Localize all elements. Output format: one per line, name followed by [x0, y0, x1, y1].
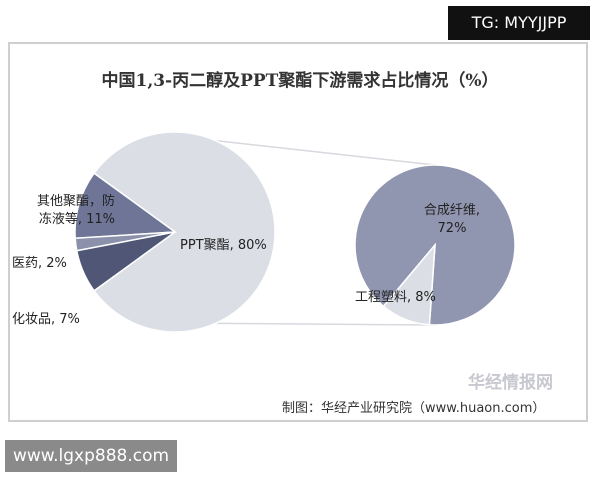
pie-slice [74, 172, 178, 240]
connector [215, 322, 436, 326]
chart-title: 中国1,3-丙二醇及PPT聚酯下游需求占比情况（%） [101, 71, 499, 91]
watermark-box: www.lgxp888.com [5, 440, 177, 472]
pie-slice [93, 131, 276, 333]
source: 制图：华经产业研究院（www.huaon.com） [282, 401, 546, 416]
data-label: 工程塑料, 8% [355, 290, 436, 305]
data-label: PPT聚酯, 80% [180, 238, 267, 253]
data-label: 合成纤维, 72% [423, 203, 481, 236]
connector [215, 139, 436, 166]
watermark-box: TG: MYYJJPP [448, 6, 590, 40]
pie-slice [75, 231, 176, 292]
data-label: 其他聚酯，防 冻液等, 11% [36, 194, 115, 227]
data-label: 化妆品, 7% [12, 312, 80, 327]
logo: 华经情报网 [468, 373, 553, 393]
data-label: 医药, 2% [12, 256, 67, 271]
pie-slice [382, 242, 436, 326]
chart-card [8, 42, 588, 422]
